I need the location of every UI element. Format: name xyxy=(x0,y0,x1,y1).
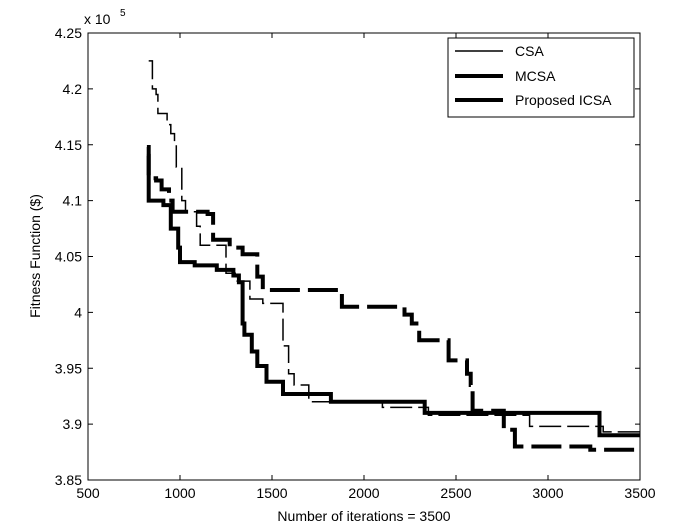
y-exponent-power: 5 xyxy=(120,8,126,19)
x-axis-label: Number of iterations = 3500 xyxy=(277,508,450,524)
legend: CSA MCSA Proposed ICSA xyxy=(447,37,635,118)
y-tick-label: 3.9 xyxy=(63,416,83,432)
y-tick-label: 4.1 xyxy=(63,193,83,209)
x-tick-label: 3500 xyxy=(624,485,655,501)
x-tick-label: 1000 xyxy=(164,485,195,501)
y-tick-label: 4.15 xyxy=(55,137,82,153)
x-tick-label: 2500 xyxy=(440,485,471,501)
y-tick-label: 3.95 xyxy=(55,360,82,376)
x-tick-label: 2000 xyxy=(348,485,379,501)
x-tick-label: 500 xyxy=(76,485,100,501)
legend-label-csa: CSA xyxy=(515,43,544,59)
legend-label-icsa: Proposed ICSA xyxy=(515,92,612,108)
y-exponent-base: x 10 xyxy=(84,11,111,27)
y-tick-label: 4.25 xyxy=(55,25,82,41)
y-tick-label: 3.85 xyxy=(55,472,82,488)
y-tick-label: 4.2 xyxy=(63,81,83,97)
series-line-mcsa xyxy=(146,153,640,438)
y-ticks: 3.85 3.9 3.95 4 4.05 4.1 4.15 4.2 4.25 xyxy=(55,25,640,488)
series-line-proposed-icsa xyxy=(146,145,640,452)
legend-label-mcsa: MCSA xyxy=(515,68,556,84)
y-axis-label: Fitness Function ($) xyxy=(27,194,43,318)
y-tick-label: 4 xyxy=(74,304,82,320)
x-tick-label: 1500 xyxy=(256,485,287,501)
series-layer xyxy=(146,60,640,452)
y-tick-label: 4.05 xyxy=(55,249,82,265)
x-tick-label: 3000 xyxy=(532,485,563,501)
x-ticks: 500 1000 1500 2000 2500 3000 3500 xyxy=(76,33,656,501)
